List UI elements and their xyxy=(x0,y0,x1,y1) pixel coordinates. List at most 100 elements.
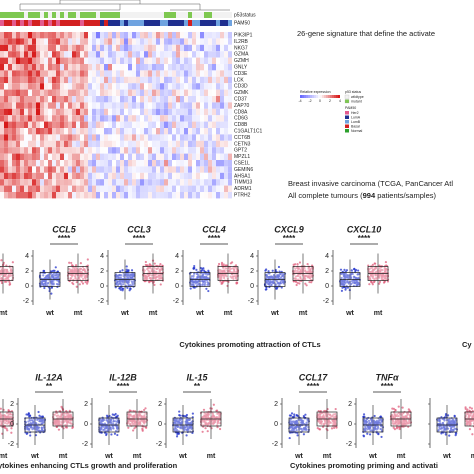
group-label: wt xyxy=(294,453,303,460)
heatmap-cell xyxy=(12,147,16,154)
dot xyxy=(143,276,146,280)
heatmap-cell xyxy=(84,83,88,90)
pam50-annotation xyxy=(124,20,128,26)
heatmap-cell xyxy=(172,70,176,77)
annotation-label: PAM50 xyxy=(234,20,250,26)
heatmap-cell xyxy=(84,76,88,84)
heatmap-cell xyxy=(184,83,188,90)
legend-tick: 2 xyxy=(329,99,331,103)
heatmap-cell xyxy=(4,192,8,199)
heatmap-cell xyxy=(28,89,32,96)
heatmap-cell xyxy=(48,192,52,199)
heatmap-cell xyxy=(128,102,132,109)
heatmap-cell xyxy=(204,153,208,160)
heatmap-cell xyxy=(124,128,128,135)
dot xyxy=(119,288,122,291)
heatmap-cell xyxy=(116,115,120,122)
pam50-annotation xyxy=(128,20,132,26)
heatmap-cell xyxy=(108,115,112,122)
gene-label: NKG7 xyxy=(234,45,248,51)
signif: **** xyxy=(307,382,320,391)
heatmap-cell xyxy=(132,172,136,180)
dot xyxy=(82,273,86,276)
heatmap-cell xyxy=(44,160,48,167)
heatmap-cell xyxy=(184,64,188,71)
gene-label: CD8A xyxy=(234,109,248,115)
heatmap-cell xyxy=(28,179,32,186)
heatmap-cell xyxy=(52,185,56,192)
heatmap-cell xyxy=(224,83,228,90)
heatmap-cell xyxy=(72,172,76,180)
legend-scale xyxy=(304,95,306,98)
heatmap-cell xyxy=(8,115,12,122)
tick-label: 2 xyxy=(250,268,254,275)
heatmap-cell xyxy=(112,32,116,39)
heatmap-cell xyxy=(160,44,164,52)
dot xyxy=(129,287,132,290)
p53-annotation xyxy=(12,12,16,18)
heatmap-cell xyxy=(100,179,104,186)
dot xyxy=(74,264,78,267)
heatmap-cell xyxy=(96,57,100,64)
heatmap-cell xyxy=(164,70,168,77)
heatmap-cell xyxy=(76,96,80,103)
group-label: wt xyxy=(120,310,129,317)
heatmap-cell xyxy=(76,128,80,135)
pam50-annotation xyxy=(72,20,76,26)
heatmap-cell xyxy=(184,134,188,141)
gene-name: CCL4 xyxy=(202,224,226,234)
heatmap-cell xyxy=(60,102,64,109)
heatmap-cell xyxy=(44,166,48,173)
heatmap-cell xyxy=(204,64,208,71)
heatmap-cell xyxy=(208,147,212,154)
heatmap-cell xyxy=(108,83,112,90)
heatmap-cell xyxy=(156,102,160,109)
heatmap-cell xyxy=(156,147,160,154)
heatmap-cell xyxy=(216,128,220,135)
p53-annotation xyxy=(168,12,172,18)
tick-label: 0 xyxy=(175,283,179,290)
heatmap-cell xyxy=(24,160,28,167)
heatmap-cell xyxy=(204,51,208,58)
heatmap-cell xyxy=(112,89,116,96)
heatmap-cell xyxy=(180,38,184,45)
heatmap-cell xyxy=(228,83,232,90)
heatmap-cell xyxy=(220,51,224,58)
heatmap-cell xyxy=(88,76,92,84)
heatmap-cell xyxy=(108,121,112,128)
heatmap-cell xyxy=(188,64,192,71)
heatmap-cell xyxy=(224,179,228,186)
heatmap-cell xyxy=(92,185,96,192)
heatmap-cell xyxy=(32,172,36,180)
heatmap-cell xyxy=(84,172,88,180)
heatmap-cell xyxy=(104,70,108,77)
heatmap-cell xyxy=(172,153,176,160)
pam50-annotation xyxy=(48,20,52,26)
heatmap-cell xyxy=(184,128,188,135)
heatmap-cell xyxy=(100,172,104,180)
heatmap-cell xyxy=(164,89,168,96)
heatmap-cell xyxy=(80,83,84,90)
heatmap-cell xyxy=(68,38,72,45)
heatmap-cell xyxy=(64,160,68,167)
heatmap-cell xyxy=(92,89,96,96)
dot xyxy=(178,410,181,413)
heatmap-cell xyxy=(88,89,92,96)
heatmap-cell xyxy=(184,192,188,199)
heatmap-cell xyxy=(100,76,104,84)
dot xyxy=(119,270,122,273)
group-label: mt xyxy=(374,310,383,317)
heatmap-cell xyxy=(148,128,152,135)
dot xyxy=(190,275,193,278)
heatmap-cell xyxy=(152,89,156,96)
dot xyxy=(206,277,209,280)
dot xyxy=(146,267,149,271)
heatmap-cell xyxy=(220,192,224,199)
heatmap-cell xyxy=(24,83,28,90)
heatmap-cell xyxy=(184,102,188,109)
dot xyxy=(116,414,119,417)
heatmap-cell xyxy=(124,153,128,160)
heatmap-cell xyxy=(148,108,152,116)
heatmap-cell xyxy=(172,64,176,71)
heatmap-cell xyxy=(160,89,164,96)
